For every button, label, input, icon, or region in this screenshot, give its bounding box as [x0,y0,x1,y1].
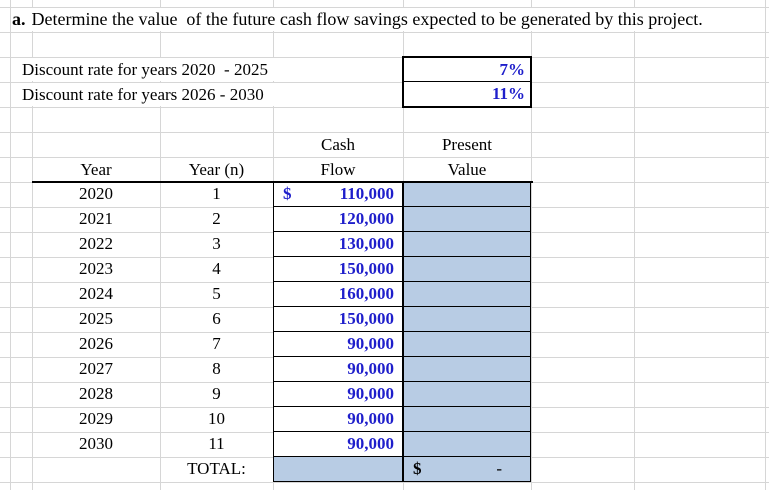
discount-rate-label-2020-2025: Discount rate for years 2020 - 2025 [22,58,278,81]
cash-flow-amount: 90,000 [347,334,394,353]
present-value-cell[interactable] [403,407,531,432]
year-n-cell[interactable]: 2 [212,209,221,228]
total-cash-flow-cell[interactable] [273,457,403,482]
cash-flow-amount: 90,000 [347,434,394,453]
column-header-year-n: Year (n) [188,160,245,179]
present-value-cell[interactable] [403,432,531,457]
cash-flow-cell[interactable]: 90,000 [273,407,403,432]
table-row: 2020 1 $110,000 [32,182,531,207]
year-cell[interactable]: 2022 [79,234,113,253]
present-value-cell[interactable] [403,257,531,282]
present-value-cell[interactable] [403,332,531,357]
cash-flow-cell[interactable]: 120,000 [273,207,403,232]
table-row: 2025 6 150,000 [32,307,531,332]
cash-flow-amount: 130,000 [338,234,394,253]
year-n-cell[interactable]: 9 [212,384,221,403]
present-value-cell[interactable] [403,357,531,382]
cash-flow-amount: 110,000 [339,184,394,203]
discount-rate-cell-2026-2030[interactable]: 11% [491,84,525,103]
present-value-cell[interactable] [403,182,531,207]
title-row: a. Determine the value of the future cas… [12,8,703,31]
present-value-cell[interactable] [403,282,531,307]
cash-flow-cell[interactable]: 90,000 [273,332,403,357]
table-row: 2024 5 160,000 [32,282,531,307]
total-value-dash: - [496,459,502,478]
present-value-cell[interactable] [403,207,531,232]
table-row: 2023 4 150,000 [32,257,531,282]
table-row: 2022 3 130,000 [32,232,531,257]
year-cell[interactable]: 2026 [79,334,113,353]
discount-rate-cell-2020-2025[interactable]: 7% [404,58,530,82]
total-present-value-cell[interactable]: $ - [403,457,531,482]
year-cell[interactable]: 2025 [79,309,113,328]
discount-rate-box: 7% 11% [402,56,532,108]
cash-flow-amount: 90,000 [347,359,394,378]
column-header-flow: Flow [320,160,356,179]
cash-flow-amount: 90,000 [347,409,394,428]
cash-flow-amount: 120,000 [338,209,394,228]
year-cell[interactable]: 2024 [79,284,113,303]
present-value-cell[interactable] [403,382,531,407]
table-row: 2028 9 90,000 [32,382,531,407]
column-header-present: Present [441,135,493,154]
total-label: TOTAL: [187,459,246,478]
discount-rate-label-2026-2030: Discount rate for years 2026 - 2030 [22,83,274,106]
year-cell[interactable]: 2021 [79,209,113,228]
year-cell[interactable]: 2028 [79,384,113,403]
column-header-value: Value [447,160,487,179]
total-row: TOTAL: $ - [32,457,531,482]
table-row: 2026 7 90,000 [32,332,531,357]
table-row: 2029 10 90,000 [32,407,531,432]
year-n-cell[interactable]: 7 [212,334,221,353]
cash-flow-amount: 90,000 [347,384,394,403]
cash-flow-cell[interactable]: $110,000 [273,182,403,207]
cash-flow-amount: 150,000 [338,259,394,278]
table-row: 2027 8 90,000 [32,357,531,382]
cash-flow-amount: 160,000 [338,284,394,303]
cash-flow-cell[interactable]: 90,000 [273,432,403,457]
cash-flow-cell[interactable]: 160,000 [273,282,403,307]
present-value-cell[interactable] [403,307,531,332]
present-value-cell[interactable] [403,232,531,257]
year-cell[interactable]: 2023 [79,259,113,278]
cash-flow-cell[interactable]: 150,000 [273,257,403,282]
empty-cell [32,457,160,482]
cash-flow-cell[interactable]: 130,000 [273,232,403,257]
year-n-cell[interactable]: 6 [212,309,221,328]
year-n-cell[interactable]: 5 [212,284,221,303]
column-header-cash: Cash [321,135,355,154]
cash-flow-cell[interactable]: 150,000 [273,307,403,332]
table-row: 2030 11 90,000 [32,432,531,457]
year-cell[interactable]: 2029 [79,409,113,428]
currency-symbol: $ [283,184,292,203]
year-cell[interactable]: 2030 [79,434,113,453]
title-item-letter: a. [12,9,26,29]
year-cell[interactable]: 2027 [79,359,113,378]
year-n-cell[interactable]: 1 [212,184,221,203]
column-header-year: Year [80,160,112,179]
cash-flow-cell[interactable]: 90,000 [273,357,403,382]
cash-flow-amount: 150,000 [338,309,394,328]
currency-symbol: $ [413,459,422,478]
year-n-cell[interactable]: 11 [208,434,225,453]
vertical-gridline [10,0,11,490]
page-title: Determine the value of the future cash f… [31,9,703,29]
year-n-cell[interactable]: 8 [212,359,221,378]
year-n-cell[interactable]: 10 [208,409,225,428]
vertical-gridline [634,0,635,490]
year-n-cell[interactable]: 3 [212,234,221,253]
year-n-cell[interactable]: 4 [212,259,221,278]
year-cell[interactable]: 2020 [79,184,113,203]
vertical-gridline [765,0,766,490]
cash-flow-cell[interactable]: 90,000 [273,382,403,407]
table-row: 2021 2 120,000 [32,207,531,232]
header-underline [32,181,533,183]
